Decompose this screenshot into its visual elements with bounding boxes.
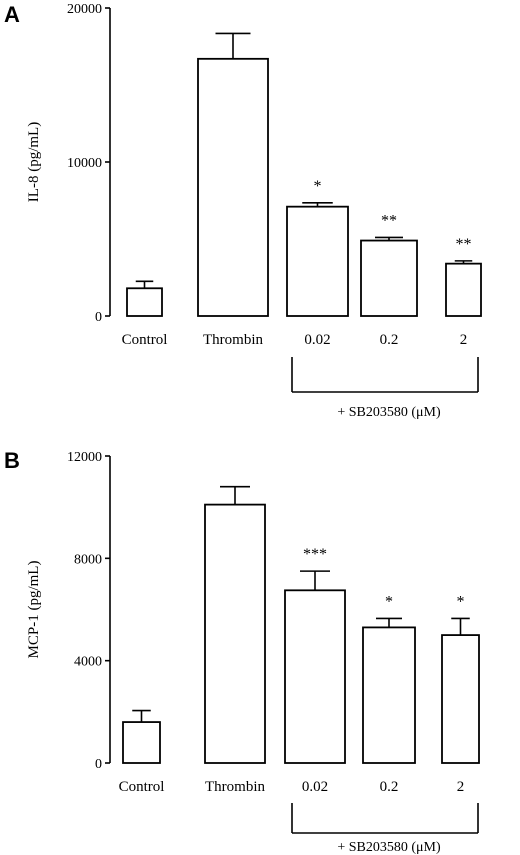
y-tick-label: 0 (95, 310, 102, 325)
category-label: 2 (457, 779, 465, 795)
bar (441, 634, 480, 764)
bar (286, 205, 349, 317)
panel-a: A 0 10000 20000 IL-8 (pg/mL) Control Thrombin *… (4, 2, 482, 420)
significance-marker: * (457, 593, 465, 610)
category-label: Thrombin (205, 779, 265, 795)
bar (126, 287, 163, 317)
category-label: 0.2 (380, 779, 399, 795)
y-tick-label: 10000 (67, 156, 102, 171)
y-tick-label: 20000 (67, 2, 102, 17)
category-label: Thrombin (203, 332, 263, 348)
panel-letter: B (4, 448, 20, 473)
category-label: 2 (460, 332, 468, 348)
y-tick-label: 0 (95, 757, 102, 772)
significance-marker: ** (456, 236, 472, 253)
bar (204, 503, 266, 764)
category-label: 0.2 (380, 332, 399, 348)
category-label: Control (119, 779, 165, 795)
bar (284, 589, 346, 764)
y-axis-title: MCP-1 (pg/mL) (26, 561, 42, 659)
y-tick-label: 4000 (74, 655, 102, 670)
significance-marker: * (314, 178, 322, 195)
bar (360, 239, 418, 317)
y-tick-label: 12000 (67, 450, 102, 465)
significance-marker: * (385, 593, 393, 610)
bar (197, 57, 269, 317)
category-label: Control (122, 332, 168, 348)
category-label: 0.02 (304, 332, 330, 348)
panel-letter: A (4, 2, 20, 27)
bracket-label: + SB203580 (μM) (337, 405, 441, 420)
bar (362, 626, 416, 764)
bracket-label: + SB203580 (μM) (337, 840, 441, 855)
y-axis-title: IL-8 (pg/mL) (26, 122, 42, 202)
panel-b: B 0 4000 8000 12000 MCP-1 (pg/mL) Control Throm… (4, 448, 480, 855)
bar (122, 721, 161, 764)
category-label: 0.02 (302, 779, 328, 795)
y-tick-label: 8000 (74, 552, 102, 567)
significance-marker: ** (381, 212, 397, 229)
bar (445, 262, 482, 317)
significance-marker: *** (303, 546, 327, 563)
